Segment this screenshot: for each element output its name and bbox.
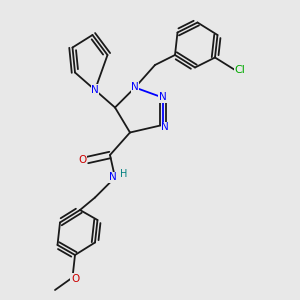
Text: O: O (78, 155, 87, 165)
Text: N: N (91, 85, 99, 95)
Text: N: N (131, 82, 139, 92)
Text: N: N (161, 122, 169, 133)
Text: H: H (120, 169, 127, 179)
Text: N: N (159, 92, 167, 103)
Text: O: O (71, 274, 79, 284)
Text: Cl: Cl (235, 65, 245, 75)
Text: N: N (109, 172, 116, 182)
